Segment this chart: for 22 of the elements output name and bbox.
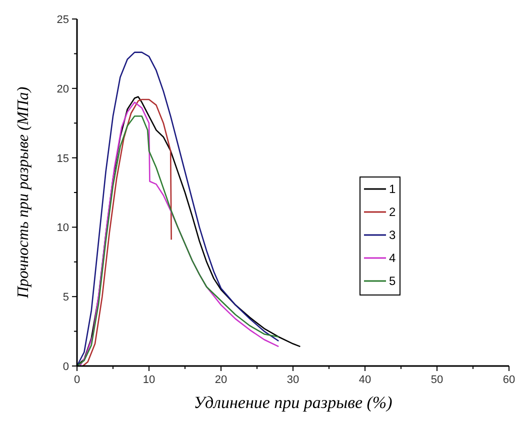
legend-label: 2 (389, 205, 396, 219)
y-tick-label: 0 (62, 361, 69, 373)
x-tick-label: 60 (502, 374, 516, 386)
y-tick-label: 5 (62, 292, 69, 304)
legend-label: 1 (389, 182, 396, 196)
legend-label: 4 (389, 251, 396, 265)
y-tick-label: 20 (56, 83, 69, 96)
x-tick-label: 10 (142, 374, 156, 386)
legend-label: 5 (389, 274, 396, 288)
y-tick-label: 15 (56, 152, 69, 165)
x-axis-title: Удлинение при разрыве (%) (194, 393, 393, 412)
line-series (82, 98, 172, 367)
x-tick-label: 20 (214, 374, 228, 386)
y-axis-title: Прочность при разрыве (МПа) (15, 86, 32, 300)
x-tick-label: 50 (430, 374, 444, 386)
x-tick-label: 0 (74, 374, 80, 386)
y-tick-label: 25 (56, 14, 69, 26)
y-tick-label: 10 (56, 222, 69, 234)
x-tick-label: 40 (358, 374, 372, 386)
legend-label: 3 (389, 228, 396, 242)
x-tick-label: 30 (286, 374, 300, 386)
line-series (76, 52, 280, 367)
